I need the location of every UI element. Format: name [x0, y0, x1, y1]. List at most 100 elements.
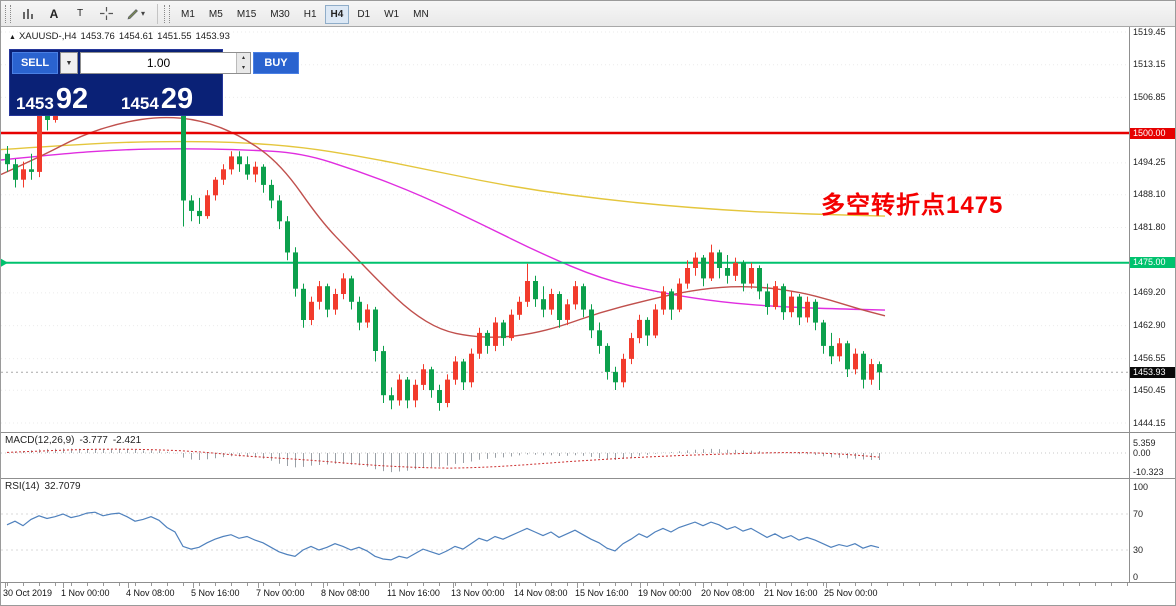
- letter-a-icon: A: [49, 6, 59, 21]
- crosshair-icon[interactable]: [94, 4, 118, 24]
- time-axis-minor-tick: [1127, 583, 1128, 586]
- time-axis-minor-tick: [263, 583, 264, 586]
- timeframe-M5[interactable]: M5: [203, 5, 229, 24]
- bid-main: 1453: [16, 94, 54, 113]
- rsi-scale-label: 0: [1133, 572, 1139, 582]
- panel-splitter-rsi[interactable]: [1, 478, 1175, 479]
- time-axis-minor-tick: [551, 583, 552, 586]
- timeframe-W1[interactable]: W1: [378, 5, 405, 24]
- buy-button[interactable]: BUY: [253, 52, 299, 74]
- time-axis-minor-tick: [967, 583, 968, 586]
- time-axis-minor-tick: [471, 583, 472, 586]
- macd-axis[interactable]: 5.359 0.00 -10.323: [1130, 433, 1175, 478]
- dropdown-arrow-icon: ▾: [140, 9, 145, 18]
- time-axis-minor-tick: [839, 583, 840, 586]
- time-axis-minor-tick: [279, 583, 280, 586]
- price-axis-label: 1462.90: [1133, 320, 1166, 331]
- time-axis-label: 21 Nov 16:00: [764, 588, 818, 598]
- rsi-title: RSI(14): [5, 481, 40, 492]
- macd-scale-label: 5.359: [1133, 438, 1156, 449]
- volume-spinner: ▴ ▾: [236, 53, 250, 73]
- time-axis-minor-tick: [183, 583, 184, 586]
- price-axis-label: 1453.93: [1130, 366, 1175, 378]
- order-type-dropdown[interactable]: ▼: [60, 52, 78, 74]
- volume-up-button[interactable]: ▴: [237, 53, 250, 63]
- rsi-scale-label: 70: [1133, 509, 1144, 519]
- macd-value-main: -3.777: [79, 435, 108, 446]
- chart-icon[interactable]: [16, 4, 40, 24]
- time-axis-minor-tick: [807, 583, 808, 586]
- time-axis-minor-tick: [1015, 583, 1016, 586]
- price-axis-label: 1494.25: [1133, 157, 1166, 168]
- timeframe-D1[interactable]: D1: [351, 5, 376, 24]
- timeframe-H4[interactable]: H4: [324, 4, 350, 24]
- bid-ask-prices: 1453 92 1454 29: [12, 74, 220, 116]
- bid-price: 1453 92: [16, 83, 113, 116]
- time-axis-label: 5 Nov 16:00: [191, 588, 240, 598]
- bid-big-digits: 92: [55, 83, 89, 116]
- time-axis-label: 13 Nov 00:00: [451, 588, 505, 598]
- time-axis-label: 8 Nov 08:00: [321, 588, 370, 598]
- time-axis-minor-tick: [359, 583, 360, 586]
- time-axis-minor-tick: [775, 583, 776, 586]
- rsi-axis[interactable]: 100 70 30 0: [1130, 479, 1175, 582]
- crosshair-glyph: [99, 7, 113, 20]
- timeframe-M15[interactable]: M15: [231, 5, 262, 24]
- text-annotation-icon[interactable]: A: [42, 4, 66, 24]
- time-axis-minor-tick: [119, 583, 120, 586]
- price-axis[interactable]: 1519.45 1513.15 1506.85 1500.00 1494.25 1488.…: [1130, 27, 1175, 432]
- sell-button[interactable]: SELL: [12, 52, 58, 74]
- timeframe-H1[interactable]: H1: [298, 5, 323, 24]
- time-axis-label: 14 Nov 08:00: [514, 588, 568, 598]
- text-label-icon[interactable]: T: [68, 4, 92, 24]
- timeframe-M30[interactable]: M30: [264, 5, 295, 24]
- time-axis-minor-tick: [983, 583, 984, 586]
- time-axis-label: 20 Nov 08:00: [701, 588, 755, 598]
- time-axis-major-tick: [577, 583, 578, 588]
- toolbar-grip[interactable]: [5, 4, 11, 23]
- mini-bars-icon: [22, 9, 33, 19]
- symbol-name: XAUUSD-,H4: [18, 31, 77, 42]
- volume-down-button[interactable]: ▾: [237, 63, 250, 73]
- time-axis-minor-tick: [855, 583, 856, 586]
- draw-tools-icon[interactable]: ▾: [120, 4, 152, 24]
- time-axis-minor-tick: [743, 583, 744, 586]
- time-axis-minor-tick: [311, 583, 312, 586]
- time-axis-minor-tick: [1079, 583, 1080, 586]
- time-axis-minor-tick: [55, 583, 56, 586]
- time-axis-minor-tick: [503, 583, 504, 586]
- time-axis-minor-tick: [1111, 583, 1112, 586]
- macd-scale-label: 0.00: [1133, 448, 1151, 458]
- ohlc-open: 1453.76: [80, 31, 115, 42]
- time-axis-minor-tick: [295, 583, 296, 586]
- expand-triangle-icon[interactable]: ▲: [9, 34, 16, 41]
- time-axis-minor-tick: [903, 583, 904, 586]
- one-click-trading-panel: SELL ▼ ▴ ▾ BUY 1453 92 1454 29: [9, 49, 299, 116]
- time-axis-minor-tick: [615, 583, 616, 586]
- macd-panel-canvas[interactable]: [1, 433, 1176, 478]
- time-axis-minor-tick: [583, 583, 584, 586]
- toolbar-grip[interactable]: [164, 4, 170, 23]
- pencil-icon: [127, 8, 138, 19]
- time-axis[interactable]: 30 Oct 2019 1 Nov 00:00 4 Nov 08:00 5 Nov 1…: [1, 583, 1129, 605]
- toolbar: A T ▾ M1 M5 M15 M30 H1 H4 D1 W1 MN: [1, 1, 1175, 27]
- time-axis-minor-tick: [71, 583, 72, 586]
- volume-input[interactable]: [81, 53, 236, 73]
- time-axis-minor-tick: [823, 583, 824, 586]
- time-axis-minor-tick: [151, 583, 152, 586]
- timeframe-MN[interactable]: MN: [407, 5, 435, 24]
- toolbar-separator: [157, 3, 158, 24]
- panel-splitter-macd[interactable]: [1, 432, 1175, 433]
- time-axis-major-tick: [63, 583, 64, 588]
- time-axis-minor-tick: [7, 583, 8, 586]
- macd-title: MACD(12,26,9): [5, 435, 75, 446]
- time-axis-major-tick: [766, 583, 767, 588]
- price-axis-label: 1506.85: [1133, 91, 1166, 102]
- timeframe-M1[interactable]: M1: [175, 5, 201, 24]
- rsi-label: RSI(14) 32.7079: [5, 481, 86, 492]
- time-axis-separator: [1, 582, 1175, 583]
- time-axis-minor-tick: [39, 583, 40, 586]
- time-axis-minor-tick: [759, 583, 760, 586]
- time-axis-minor-tick: [23, 583, 24, 586]
- rsi-panel-canvas[interactable]: [1, 479, 1176, 582]
